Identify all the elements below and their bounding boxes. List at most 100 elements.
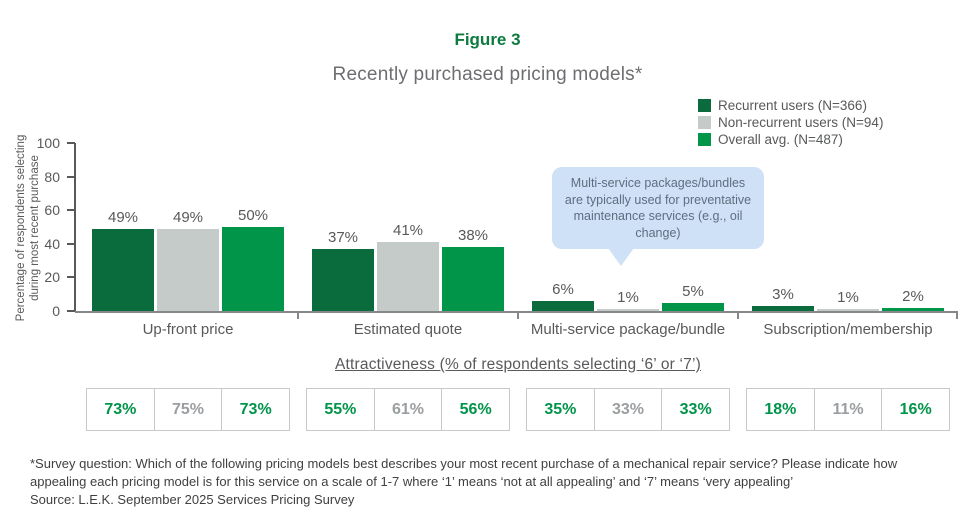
- attractiveness-value-non-recurrent: 33%: [593, 389, 662, 430]
- bar-value-label: 5%: [682, 282, 704, 300]
- y-tick-label: 0: [52, 303, 60, 319]
- y-tick: [67, 310, 75, 312]
- legend-label: Non-recurrent users (N=94): [718, 115, 884, 130]
- bar-value-label: 3%: [772, 285, 794, 303]
- bar: [222, 227, 284, 311]
- bar-group-up-front-price: 49% 49% 50%: [78, 143, 298, 311]
- bar: [92, 228, 154, 311]
- y-tick-label: 20: [44, 269, 60, 286]
- callout-bubble: Multi-service packages/bundles are typic…: [552, 167, 764, 266]
- bar-value-label: 6%: [552, 280, 574, 298]
- y-axis: 100 80 60 40 20 0: [0, 135, 76, 319]
- bar-overall: 50%: [222, 143, 284, 311]
- y-tick-label: 100: [36, 135, 60, 151]
- bar-overall: 5%: [662, 143, 724, 311]
- bar: [882, 307, 944, 311]
- attractiveness-cell-estimated-quote: 55% 61% 56%: [298, 388, 518, 431]
- callout-text: Multi-service packages/bundles are typic…: [564, 176, 752, 240]
- bar: [752, 305, 814, 311]
- attractiveness-value-recurrent: 73%: [104, 400, 137, 418]
- category-estimated-quote: Estimated quote: [353, 321, 463, 338]
- attractiveness-box: 73% 75% 73%: [86, 388, 290, 431]
- category-multi-service: Multi-service package/bundle: [530, 321, 726, 338]
- category-subscription: Subscription/membership: [763, 321, 933, 338]
- attractiveness-value-recurrent: 55%: [324, 400, 357, 418]
- bar-non-recurrent: 41%: [377, 143, 439, 311]
- bar-recurrent: 37%: [312, 143, 374, 311]
- bar-overall: 2%: [882, 143, 944, 311]
- attractiveness-value-non-recurrent: 11%: [813, 389, 882, 430]
- y-tick: [67, 175, 75, 178]
- callout-tail: [608, 248, 634, 266]
- figure-label: Figure 3: [454, 30, 521, 49]
- y-tick: [67, 142, 75, 144]
- bar: [157, 228, 219, 311]
- attractiveness-value-recurrent: 18%: [764, 400, 797, 418]
- bar-value-label: 1%: [837, 289, 859, 307]
- plot-area: 49% 49% 50% 37% 41% 38%: [78, 143, 958, 311]
- bar-overall: 38%: [442, 143, 504, 311]
- bar-recurrent: 3%: [752, 143, 814, 311]
- x-tick: [517, 311, 519, 319]
- source-line: Source: L.E.K. September 2025 Services P…: [30, 492, 355, 507]
- bar: [312, 248, 374, 311]
- legend: Recurrent users (N=366) Non-recurrent us…: [698, 97, 883, 148]
- bar: [442, 247, 504, 311]
- bar: [817, 309, 879, 311]
- attractiveness-cell-subscription: 18% 11% 16%: [738, 388, 958, 431]
- bar-recurrent: 6%: [532, 143, 594, 311]
- chart-title: Recently purchased pricing models*: [332, 64, 643, 85]
- legend-swatch-recurrent: [698, 99, 711, 112]
- attractiveness-value-non-recurrent: 75%: [153, 389, 222, 430]
- bar-value-label: 49%: [172, 208, 204, 226]
- bar-value-label: 49%: [107, 208, 139, 226]
- attractiveness-table: 73% 75% 73% 55% 61% 56% 35% 33% 33% 18% …: [78, 388, 958, 431]
- legend-item: Overall avg. (N=487): [698, 131, 883, 148]
- legend-swatch-non-recurrent: [698, 116, 711, 129]
- legend-label: Recurrent users (N=366): [718, 98, 867, 113]
- x-axis-line: [75, 311, 958, 313]
- attractiveness-box: 55% 61% 56%: [306, 388, 510, 431]
- y-tick-label: 60: [44, 202, 60, 219]
- attractiveness-value-overall: 33%: [661, 389, 729, 430]
- bar: [597, 309, 659, 311]
- bar-value-label: 50%: [237, 207, 269, 224]
- bar-non-recurrent: 1%: [817, 143, 879, 311]
- bar-value-label: 38%: [457, 227, 489, 245]
- bar-group-estimated-quote: 37% 41% 38%: [298, 143, 518, 311]
- legend-item: Non-recurrent users (N=94): [698, 114, 883, 131]
- attractiveness-value-overall: 73%: [221, 389, 289, 430]
- bar-group-subscription: 3% 1% 2%: [738, 143, 958, 311]
- attractiveness-value-non-recurrent: 61%: [373, 389, 442, 430]
- survey-question-line: appealing each pricing model is for this…: [30, 474, 794, 489]
- attractiveness-heading: Attractiveness (% of respondents selecti…: [334, 356, 702, 373]
- x-tick: [297, 311, 299, 319]
- legend-swatch-overall: [698, 133, 711, 146]
- bar-value-label: 2%: [902, 287, 924, 305]
- bar-recurrent: 49%: [92, 143, 154, 311]
- y-tick: [67, 242, 75, 245]
- attractiveness-cell-multi-service: 35% 33% 33%: [518, 388, 738, 431]
- attractiveness-cell-up-front: 73% 75% 73%: [78, 388, 298, 431]
- bar-non-recurrent: 1%: [597, 143, 659, 311]
- attractiveness-value-overall: 16%: [881, 389, 949, 430]
- legend-item: Recurrent users (N=366): [698, 97, 883, 114]
- attractiveness-value-overall: 56%: [441, 389, 509, 430]
- bar-non-recurrent: 49%: [157, 143, 219, 311]
- y-tick: [67, 209, 75, 212]
- bar-value-label: 37%: [327, 228, 359, 246]
- attractiveness-value-recurrent: 35%: [544, 400, 577, 418]
- x-tick: [737, 311, 739, 319]
- bar-value-label: 41%: [392, 222, 424, 240]
- category-labels: Up-front price Estimated quote Multi-ser…: [78, 321, 958, 338]
- survey-question-line: *Survey question: Which of the following…: [30, 456, 898, 471]
- attractiveness-box: 35% 33% 33%: [526, 388, 730, 431]
- category-up-front-price: Up-front price: [142, 321, 234, 338]
- bar-group-multi-service: 6% 1% 5%: [518, 143, 738, 311]
- attractiveness-box: 18% 11% 16%: [746, 388, 950, 431]
- footnote: *Survey question: Which of the following…: [30, 455, 950, 509]
- bar: [377, 242, 439, 311]
- y-tick: [67, 276, 75, 279]
- x-tick: [956, 311, 958, 319]
